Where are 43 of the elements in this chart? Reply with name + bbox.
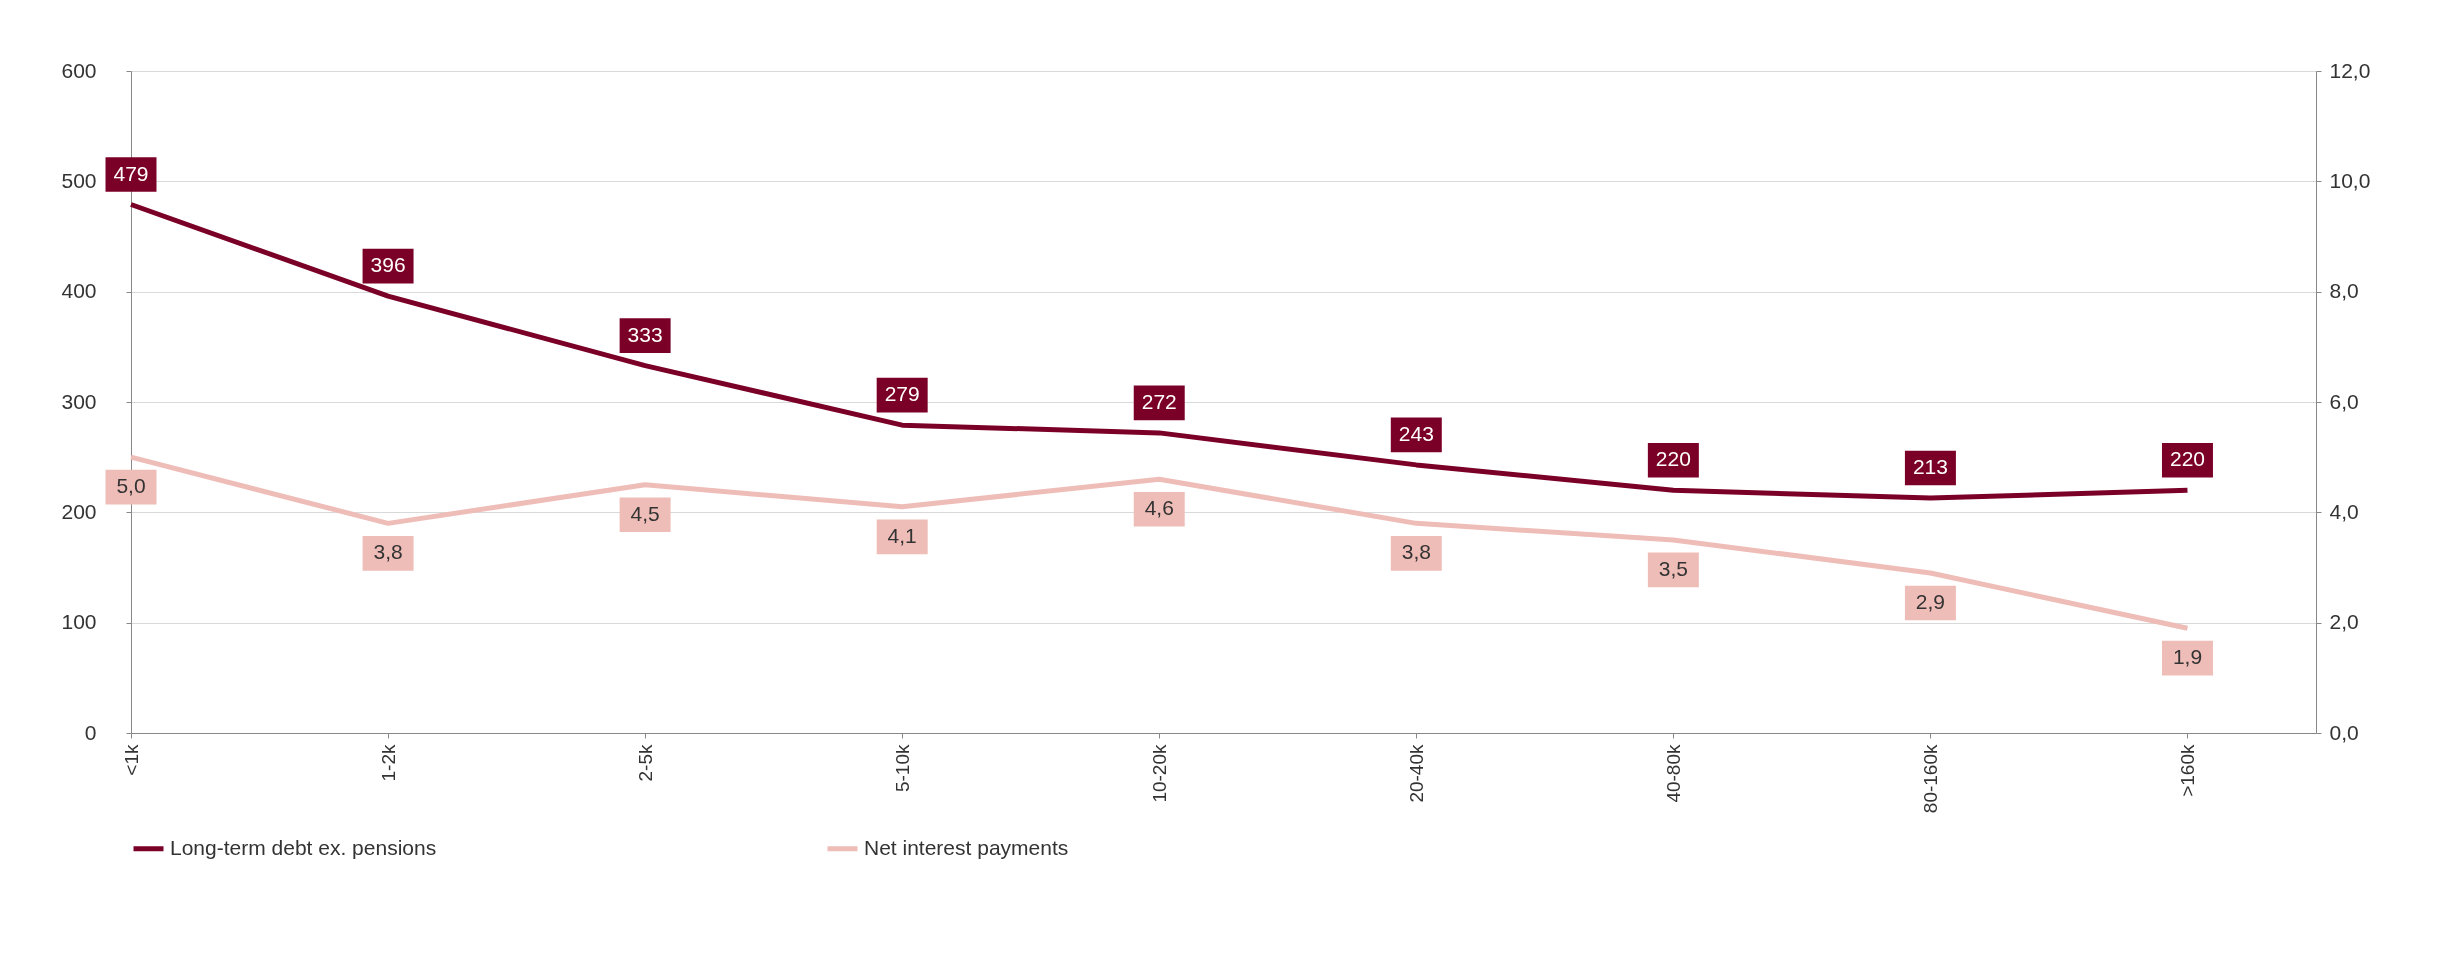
y-tick-label: 200 xyxy=(61,499,97,523)
data-label: 333 xyxy=(627,322,663,346)
x-tick-label: 2-5k xyxy=(634,744,656,782)
y-tick-label: 500 xyxy=(61,168,97,192)
y-tick-label: 100 xyxy=(61,610,97,634)
y2-tick-label: 2,0 xyxy=(2329,610,2359,634)
y-tick-label: 600 xyxy=(61,58,97,82)
y2-tick-label: 12,0 xyxy=(2329,58,2371,82)
data-label: 272 xyxy=(1141,389,1177,413)
x-tick-label: 10-20k xyxy=(1148,744,1170,803)
y-tick-label: 400 xyxy=(61,279,97,303)
data-label: 396 xyxy=(370,253,406,277)
x-tick-label: 20-40k xyxy=(1405,744,1427,803)
data-label: 220 xyxy=(1655,447,1691,471)
data-label: 4,6 xyxy=(1144,496,1174,520)
legend-label: Long-term debt ex. pensions xyxy=(170,835,437,859)
x-tick-label: <1k xyxy=(120,744,142,776)
y2-tick-label: 6,0 xyxy=(2329,389,2359,413)
x-tick-label: >160k xyxy=(2176,744,2198,797)
data-label: 3,8 xyxy=(373,540,403,564)
data-label: 4,1 xyxy=(887,523,917,547)
data-label: 213 xyxy=(1912,454,1948,478)
y2-tick-label: 10,0 xyxy=(2329,168,2371,192)
data-label: 243 xyxy=(1398,421,1434,445)
y-tick-label: 300 xyxy=(61,389,97,413)
data-label: 4,5 xyxy=(630,501,660,525)
data-label: 2,9 xyxy=(1915,590,1946,614)
x-tick-label: 40-80k xyxy=(1662,744,1684,803)
x-tick-label: 5-10k xyxy=(891,744,913,793)
data-label: 279 xyxy=(884,382,920,406)
data-label: 1,9 xyxy=(2172,645,2203,669)
data-label: 479 xyxy=(113,161,149,185)
y-tick-label: 0 xyxy=(84,720,97,744)
legend-label: Net interest payments xyxy=(864,835,1069,859)
y2-tick-label: 0,0 xyxy=(2329,720,2359,744)
y2-tick-label: 8,0 xyxy=(2329,279,2359,303)
x-tick-label: 80-160k xyxy=(1919,744,1941,814)
x-tick-label: 1-2k xyxy=(377,744,399,782)
data-label: 3,8 xyxy=(1401,540,1431,564)
data-label: 220 xyxy=(2169,447,2205,471)
data-label: 5,0 xyxy=(116,474,146,498)
data-label: 3,5 xyxy=(1658,556,1688,580)
y2-tick-label: 4,0 xyxy=(2329,499,2359,523)
